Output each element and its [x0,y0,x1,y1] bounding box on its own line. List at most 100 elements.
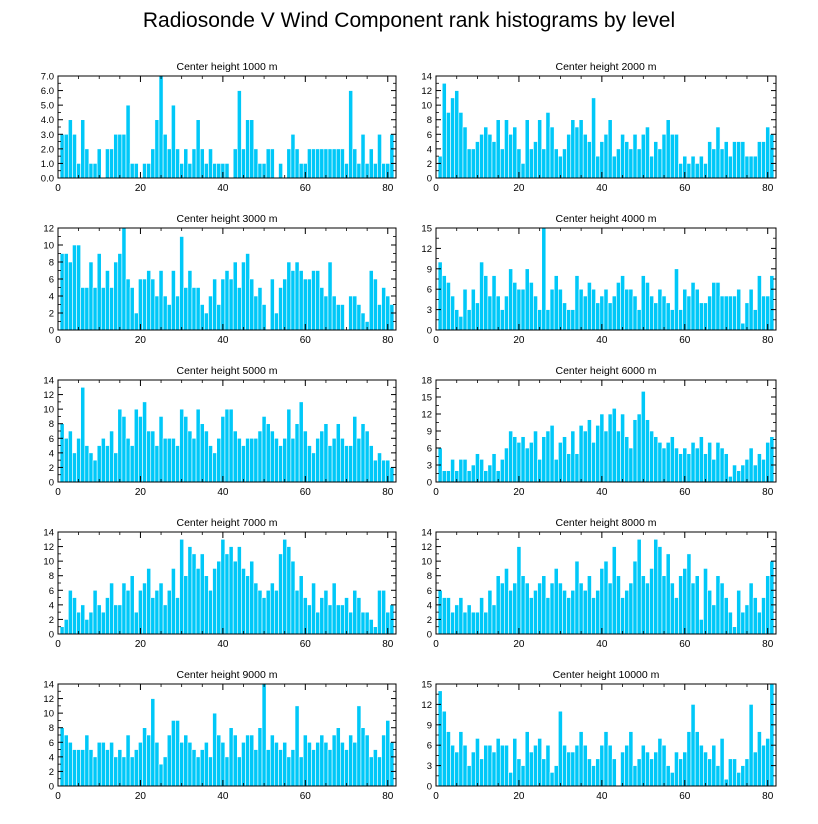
histogram-bar [340,437,345,483]
histogram-bar [377,756,382,787]
y-tick-label: 0 [49,326,54,337]
x-tick-label: 0 [55,487,61,498]
histogram-bar [344,597,349,635]
histogram-bar [125,589,131,635]
histogram-bar [769,436,775,483]
histogram-bar [129,287,135,331]
histogram-bar [377,452,382,483]
histogram-bar [736,470,742,483]
histogram-bar [752,464,758,483]
histogram-bar [195,756,201,787]
histogram-bar [553,459,559,483]
histogram-bar [562,589,567,635]
histogram-bar [537,582,543,635]
histogram-bar [327,148,333,179]
x-tick-label: 20 [513,639,525,650]
histogram-bar [133,408,139,483]
histogram-bar [624,141,630,179]
histogram-bar [661,133,667,179]
histogram-bar [591,597,596,635]
histogram-bar [80,604,86,635]
histogram-bar [179,236,185,331]
y-tick-label: 15 [421,393,432,404]
histogram-bar [72,597,77,635]
histogram-panel: Center height 3000 m 0 20 40 60 80 0 2 4 6 8 10 12 [43,213,397,346]
histogram-bar [475,453,480,483]
histogram-bar [723,453,729,483]
histogram-bar [508,430,514,483]
histogram-bar [462,288,468,331]
y-tick-label: 0.0 [41,174,54,185]
x-tick-label: 80 [762,639,774,650]
histogram-bar [245,119,250,179]
histogram-bar [694,447,700,483]
histogram-bar [520,163,526,179]
histogram-bar [331,148,337,179]
histogram-bar [736,589,742,635]
histogram-bar [624,436,630,483]
histogram-bar [541,575,547,635]
histogram-bar [446,282,451,331]
histogram-bar [298,163,304,179]
histogram-bar [632,419,638,483]
histogram-bar [171,437,176,483]
y-tick-label: 6 [427,586,432,597]
histogram-bar [302,278,308,331]
histogram-bar [385,720,391,787]
histogram-bar [694,288,700,331]
histogram-bar [661,295,667,331]
x-tick-label: 80 [382,791,394,802]
histogram-bar [553,148,559,179]
histogram-bar [307,741,312,787]
histogram-bar [462,744,468,787]
histogram-bar [553,568,559,635]
histogram-bar [761,459,766,483]
histogram-bar [63,253,69,331]
histogram-bar [541,227,547,331]
histogram-bar [487,295,493,331]
histogram-bar [158,582,164,635]
histogram-bar [723,597,729,635]
x-tick-label: 20 [513,487,525,498]
histogram-bar [640,275,646,331]
histogram-bar [319,734,325,787]
histogram-bar [520,575,526,635]
histogram-bar [162,133,168,179]
histogram-bar [574,560,580,635]
histogram-bar [105,597,110,635]
histogram-bar [311,582,316,635]
panel-title: Center height 9000 m [177,669,278,681]
histogram-bar [257,589,263,635]
histogram-bar [545,309,551,331]
histogram-bar [109,287,114,331]
histogram-bar [150,597,156,635]
x-tick-label: 60 [300,335,312,346]
histogram-bar [117,749,123,787]
x-tick-label: 0 [55,791,61,802]
x-tick-label: 0 [55,183,61,194]
histogram-bar [674,133,679,179]
histogram-bar [274,741,279,787]
histogram-bar [158,75,164,179]
y-tick-label: 10 [43,557,54,568]
histogram-bar [335,148,341,179]
histogram-bar [549,126,555,179]
histogram-bar [199,423,205,483]
histogram-bar [208,589,213,635]
histogram-bar [179,538,185,635]
histogram-bar [191,749,197,787]
histogram-bar [323,423,329,483]
histogram-bar [171,568,176,635]
histogram-bar [616,575,621,635]
histogram-bar [765,126,771,179]
histogram-bar [228,546,234,635]
histogram-bar [335,423,341,483]
histogram-bar [603,133,609,179]
histogram-bar [278,553,283,635]
histogram-bar [63,619,69,635]
histogram-bar [665,302,671,331]
histogram-bar [96,253,102,331]
histogram-bar [748,447,754,483]
histogram-bar [462,126,468,179]
histogram-bar [669,772,675,787]
